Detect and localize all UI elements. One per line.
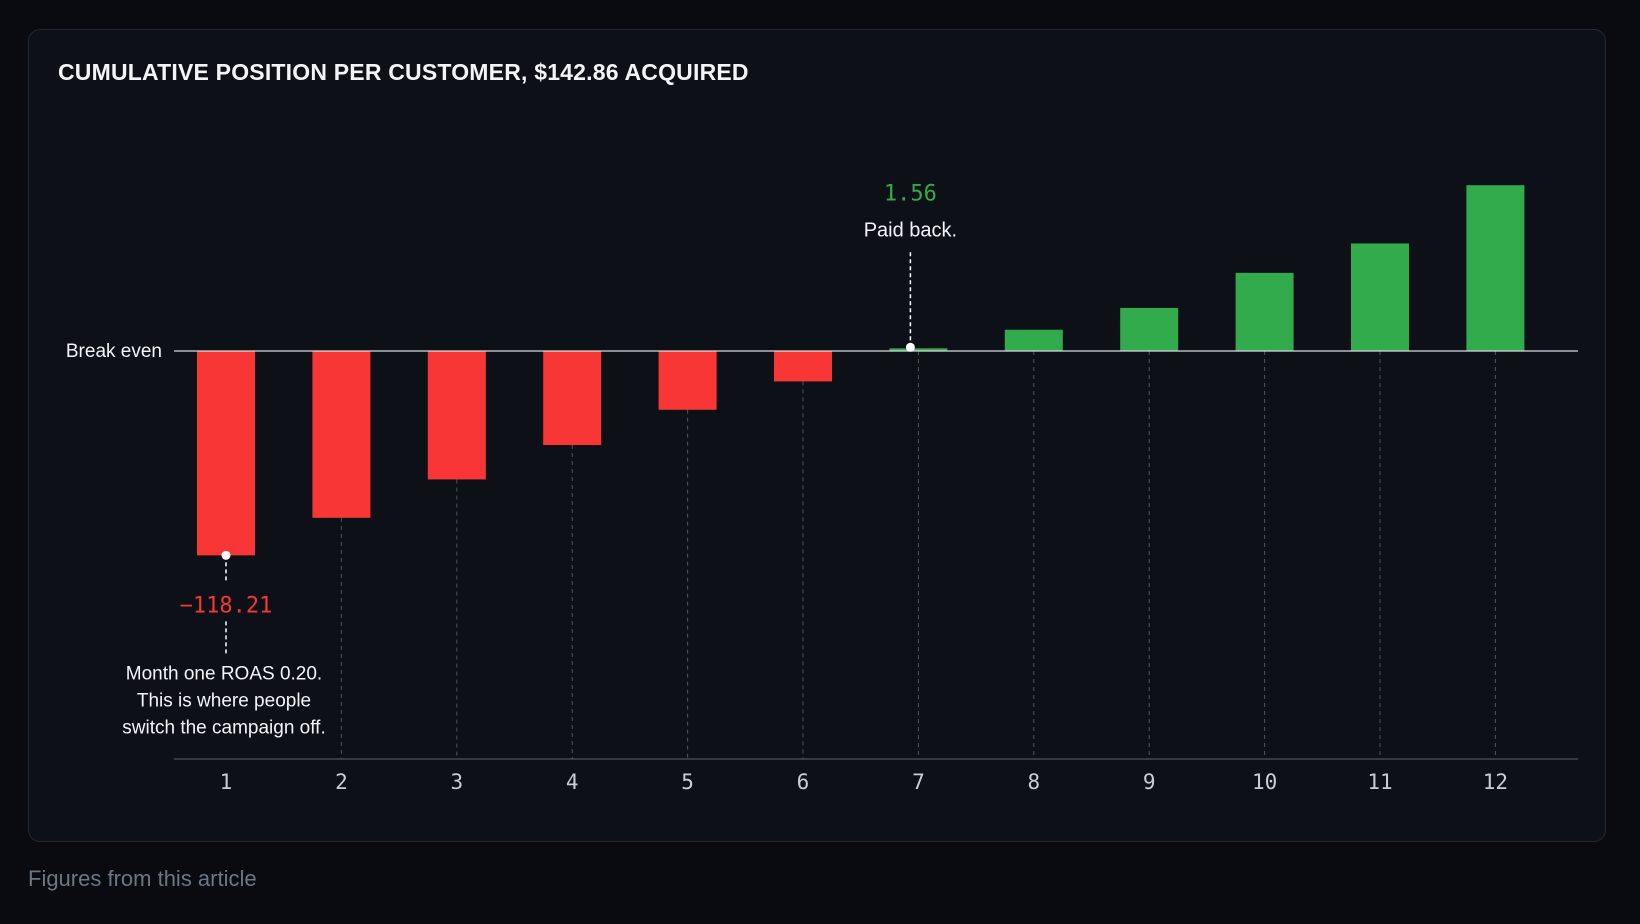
bar-month-11 — [1351, 243, 1409, 351]
x-tick-label: 4 — [566, 770, 579, 794]
bar-month-6 — [774, 351, 832, 382]
bar-month-7 — [889, 348, 948, 351]
bar-month-1 — [197, 351, 255, 556]
x-tick-label: 2 — [335, 770, 348, 794]
x-tick-label: 3 — [450, 770, 463, 794]
bar-month-2 — [312, 351, 371, 518]
annotation-note-line: Month one ROAS 0.20. — [126, 663, 322, 684]
chart-card: CUMULATIVE POSITION PER CUSTOMER, $142.8… — [28, 29, 1606, 842]
bar-month-10 — [1235, 272, 1294, 351]
bar-month-12 — [1466, 185, 1525, 351]
bar-month-8 — [1004, 329, 1063, 351]
bar-month-5 — [658, 351, 717, 410]
x-tick-label: 6 — [797, 770, 810, 794]
x-tick-label: 7 — [912, 770, 925, 794]
x-tick-label: 10 — [1252, 770, 1277, 794]
x-tick-label: 5 — [681, 770, 694, 794]
break-even-label: Break even — [66, 341, 162, 362]
annotation-note-line: switch the campaign off. — [122, 717, 325, 738]
annotation-marker — [905, 342, 915, 352]
annotation-note-line: This is where people — [137, 690, 311, 711]
chart-title: CUMULATIVE POSITION PER CUSTOMER, $142.8… — [58, 59, 749, 85]
annotation-value-label: −118.21 — [180, 593, 273, 618]
x-tick-label: 11 — [1367, 770, 1392, 794]
x-tick-label: 8 — [1027, 770, 1040, 794]
x-tick-label: 9 — [1143, 770, 1156, 794]
bar-month-9 — [1120, 307, 1179, 351]
annotation-value-label: 1.56 — [884, 181, 937, 206]
annotation-marker — [221, 550, 231, 560]
figure-caption: Figures from this article — [28, 866, 257, 891]
x-tick-label: 12 — [1483, 770, 1508, 794]
bar-month-4 — [543, 351, 602, 446]
annotation-note-line: Paid back. — [864, 219, 957, 241]
x-tick-label: 1 — [220, 770, 233, 794]
bar-month-3 — [427, 351, 486, 480]
